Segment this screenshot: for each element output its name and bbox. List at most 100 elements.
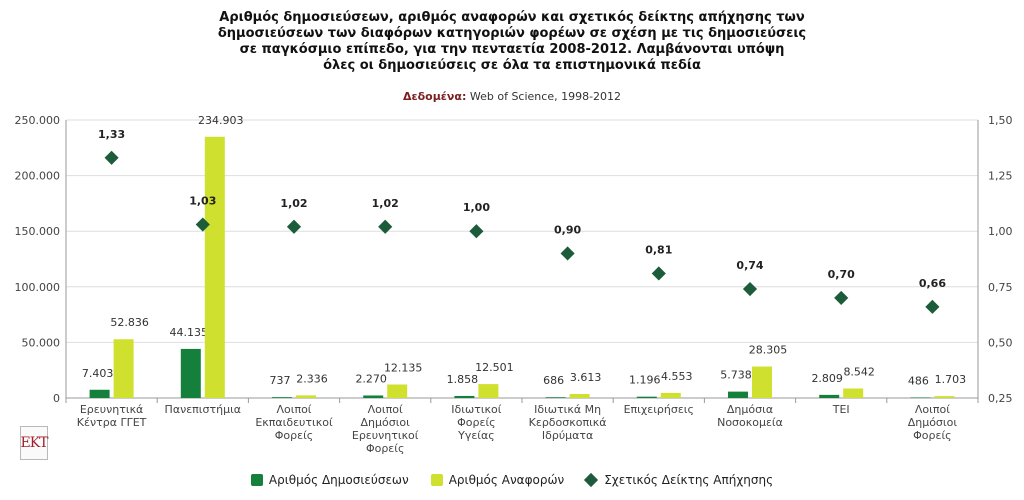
bar-citations [660, 392, 681, 398]
bar-label-citations: 28.305 [749, 344, 788, 357]
bar-label-citations: 52.836 [110, 316, 149, 329]
x-tick-label: Υγείας [457, 429, 495, 442]
x-tick-label: Φορείς [913, 429, 952, 442]
bar-citations [296, 395, 316, 398]
x-tick-label: Ερευνητικοί [352, 429, 419, 442]
bar-citations [387, 384, 408, 398]
x-tick-label: Λοιποί [368, 403, 403, 416]
point-label-impact-index: 0,81 [645, 243, 672, 256]
legend-item-citations[interactable]: Αριθμός Αναφορών [430, 473, 565, 487]
bar-label-citations: 234.903 [198, 114, 244, 127]
x-tick-label: Κερδοσκοπικά [529, 416, 607, 429]
bar-label-publications: 5.738 [720, 369, 752, 382]
x-tick-label: Επιχειρήσεις [624, 403, 694, 416]
point-label-impact-index: 0,70 [828, 268, 855, 281]
bar-label-publications: 2.809 [811, 372, 843, 385]
x-tick-label: Ιδρύματα [542, 429, 593, 442]
bar-label-citations: 1.703 [935, 373, 967, 386]
bar-citations [752, 366, 772, 398]
legend-label-impact-index: Σχετικός Δείκτης Απήχησης [604, 473, 774, 487]
bar-label-publications: 1.196 [629, 374, 661, 387]
point-label-impact-index: 0,74 [736, 259, 763, 272]
legend-diamond-icon [584, 472, 599, 488]
bar-publications [636, 396, 657, 398]
chart-title-line: δημοσιεύσεων των διαφόρων κατηγοριών φορ… [217, 26, 807, 41]
legend-label-publications: Αριθμός Δημοσιεύσεων [268, 473, 409, 487]
point-impact-index [195, 217, 210, 232]
source-text: Web of Science, 1998-2012 [469, 90, 622, 103]
bar-citations [204, 136, 225, 399]
bar-label-citations: 12.501 [475, 361, 514, 374]
point-impact-index [925, 299, 940, 314]
point-impact-index [378, 219, 393, 234]
point-label-impact-index: 1,00 [463, 201, 490, 214]
bar-citations [934, 396, 955, 398]
point-label-impact-index: 1,02 [280, 197, 307, 210]
point-impact-index [286, 219, 302, 234]
x-tick-label: Ερευνητικά [80, 403, 143, 416]
legend-item-impact-index[interactable]: Σχετικός Δείκτης Απήχησης [584, 472, 774, 488]
bar-publications [819, 394, 840, 398]
bar-label-publications: 686 [543, 374, 564, 387]
y-right-tick-label: 1,00 [988, 225, 1013, 238]
point-impact-index [560, 246, 575, 261]
bar-citations [478, 384, 499, 398]
chart-legend: Αριθμός Δημοσιεύσεων Αριθμός Αναφορών Σχ… [0, 472, 1024, 488]
x-tick-label: Ιδιωτικά Μη [534, 403, 601, 416]
point-impact-index [834, 290, 849, 305]
bar-publications [89, 389, 110, 398]
y-right-tick-label: 1,25 [988, 170, 1013, 183]
legend-label-citations: Αριθμός Αναφορών [448, 473, 565, 487]
bar-citations [843, 388, 864, 398]
x-tick-label: Νοσοκομεία [717, 416, 783, 429]
x-tick-label: ΤΕΙ [832, 403, 850, 416]
x-tick-label: Δημόσιοι [361, 416, 411, 429]
point-impact-index [104, 150, 119, 165]
x-tick-label: Φορείς [366, 442, 405, 455]
y-right-tick-label: 0,75 [988, 281, 1013, 294]
bar-label-citations: 2.336 [296, 372, 328, 385]
bar-label-citations: 12.135 [384, 362, 423, 375]
legend-swatch-publications [250, 474, 263, 486]
chart-title: Αριθμός δημοσιεύσεων, αριθμός αναφορών κ… [0, 10, 1024, 74]
point-impact-index [469, 224, 484, 239]
legend-swatch-citations [430, 474, 443, 486]
y-left-tick-label: 50.000 [22, 336, 61, 349]
ekt-logo: ΕΚΤ [20, 426, 49, 460]
x-tick-label: Ιδιωτικοί [451, 403, 501, 416]
bar-label-publications: 44.135 [170, 326, 209, 339]
legend-item-publications[interactable]: Αριθμός Δημοσιεύσεων [250, 473, 409, 487]
bar-publications [728, 391, 748, 398]
point-impact-index [742, 281, 758, 297]
y-left-tick-label: 100.000 [15, 281, 61, 294]
y-left-tick-label: 150.000 [15, 225, 61, 238]
x-tick-label: Κέντρα ΓΓΕΤ [77, 416, 147, 429]
x-tick-label: Φορείς [457, 416, 496, 429]
bar-label-citations: 8.542 [843, 366, 875, 379]
x-tick-label: Εκπαιδευτικοί [255, 416, 333, 429]
point-label-impact-index: 1,33 [98, 128, 125, 141]
y-left-tick-label: 250.000 [15, 114, 61, 127]
source-label: Δεδομένα: [402, 90, 467, 103]
y-right-tick-label: 1,50 [988, 114, 1013, 127]
bar-publications [910, 397, 931, 398]
bar-publications [454, 395, 475, 398]
x-tick-label: Λοιποί [276, 403, 311, 416]
point-label-impact-index: 1,03 [189, 195, 216, 208]
chart-title-line: Αριθμός δημοσιεύσεων, αριθμός αναφορών κ… [219, 10, 805, 25]
y-left-tick-label: 200.000 [15, 170, 61, 183]
bar-citations [569, 393, 590, 398]
x-tick-label: Φορείς [275, 429, 314, 442]
point-label-impact-index: 1,02 [372, 197, 399, 210]
y-right-tick-label: 0,50 [988, 336, 1013, 349]
x-tick-label: Πανεπιστήμια [165, 403, 242, 416]
chart-source: Δεδομένα: Web of Science, 1998-2012 [0, 90, 1024, 103]
chart-title-line: σε παγκόσμιο επίπεδο, για την πενταετία … [239, 42, 785, 57]
chart-title-line: όλες οι δημοσιεύσεις σε όλα τα επιστημον… [323, 58, 701, 73]
bar-label-citations: 3.613 [570, 371, 602, 384]
y-right-tick-label: 0,25 [988, 392, 1013, 405]
bar-label-publications: 7.403 [82, 367, 114, 380]
bar-label-publications: 486 [908, 374, 929, 387]
x-tick-label: Λοιποί [915, 403, 950, 416]
